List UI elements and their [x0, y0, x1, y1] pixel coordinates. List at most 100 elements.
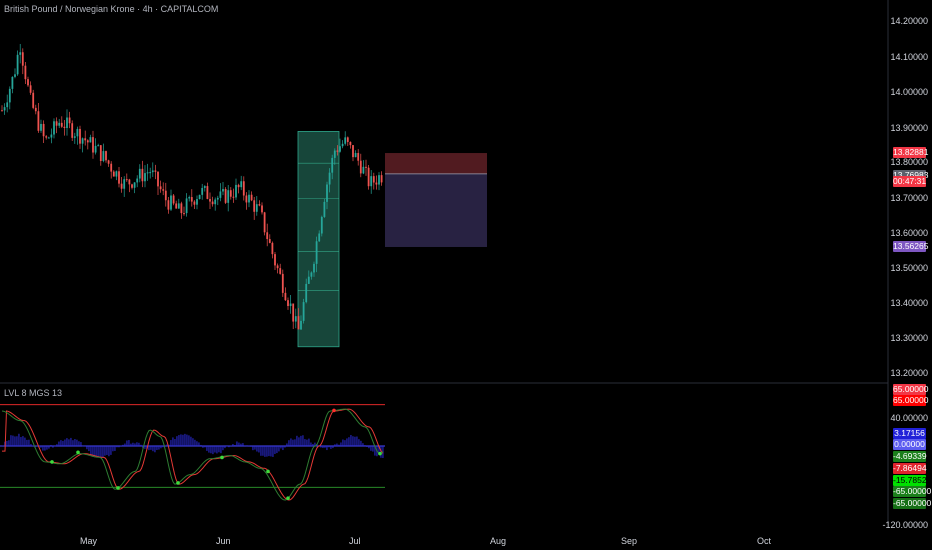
candle-body: [287, 300, 289, 307]
candle-body: [279, 268, 282, 274]
osc-histogram-bar: [194, 439, 196, 446]
price-axis-label: 13.60000: [890, 228, 928, 238]
osc-histogram-bar: [52, 446, 54, 448]
osc-histogram-bar: [212, 446, 214, 455]
candle-body: [341, 143, 344, 147]
osc-histogram-bar: [344, 440, 346, 446]
candle-body: [71, 123, 74, 138]
osc-histogram-bar: [62, 440, 64, 446]
candle-body: [323, 201, 326, 217]
countdown-tag: 00:47:31: [893, 176, 927, 187]
osc-signal-dot: [378, 451, 382, 456]
candle-body: [268, 239, 271, 243]
osc-histogram-bar: [30, 444, 32, 446]
osc-histogram-bar: [240, 443, 242, 446]
osc-histogram-bar: [150, 446, 152, 450]
osc-histogram-bar: [218, 446, 220, 453]
osc-histogram-bar: [208, 446, 210, 453]
oscillator-title[interactable]: LVL 8 MGS 13: [4, 388, 63, 398]
osc-histogram-bar: [70, 437, 72, 446]
candle-body: [320, 216, 323, 234]
osc-histogram-bar: [74, 439, 76, 446]
osc-histogram-bar: [324, 446, 326, 448]
candle-body: [289, 303, 292, 307]
candle-body: [144, 173, 146, 182]
osc-histogram-bar: [300, 435, 302, 446]
candle-body: [86, 140, 89, 143]
candle-body: [84, 138, 87, 141]
candle-body: [206, 186, 209, 199]
osc-histogram-bar: [274, 446, 276, 454]
osc-red-tag: -7.86494: [893, 463, 927, 474]
osc-histogram-bar: [26, 439, 28, 446]
candle-body: [266, 232, 269, 240]
candle-body: [172, 195, 175, 204]
osc-histogram-bar: [96, 446, 98, 458]
candle-body: [34, 107, 37, 112]
osc-histogram-bar: [270, 446, 272, 457]
candle-body: [219, 191, 222, 198]
osc-histogram-bar: [204, 446, 206, 448]
osc-histogram-bar: [294, 439, 296, 446]
candle-body: [292, 303, 295, 322]
candle-body: [79, 128, 81, 144]
candle-body: [375, 182, 378, 185]
osc-histogram-bar: [108, 446, 110, 457]
candle-body: [97, 145, 100, 147]
osc-histogram-bar: [144, 446, 146, 449]
candle-body: [209, 198, 211, 202]
candle-body: [248, 194, 250, 203]
candle-body: [214, 199, 217, 205]
take-profit-tag: 13.56265: [893, 241, 929, 252]
osc-histogram-bar: [88, 446, 90, 452]
candle-body: [250, 194, 253, 201]
osc-histogram-bar: [368, 446, 370, 449]
osc-histogram-bar: [292, 439, 294, 446]
osc-histogram-bar: [16, 436, 18, 446]
osc-histogram-bar: [48, 446, 50, 449]
candle-body: [68, 117, 71, 124]
osc-histogram-bar: [134, 443, 136, 446]
osc-histogram-bar: [90, 446, 92, 456]
osc-histogram-bar: [266, 446, 268, 457]
osc-histogram-bar: [322, 446, 324, 448]
candle-body: [112, 171, 115, 177]
osc-axis-label: -120.00000: [882, 520, 928, 530]
candle-body: [60, 122, 63, 127]
osc-signal-dot: [266, 469, 270, 474]
osc-histogram-bar: [380, 446, 382, 458]
osc-signal-dot: [50, 460, 54, 464]
candle-body: [21, 52, 24, 66]
osc-histogram-bar: [290, 438, 292, 446]
osc-histogram-bar: [132, 442, 134, 446]
candle-body: [3, 107, 6, 111]
osc-signal-dot: [116, 486, 120, 490]
osc-histogram-bar: [264, 446, 266, 457]
osc-histogram-bar: [76, 439, 78, 446]
osc-histogram-bar: [358, 439, 360, 446]
osc-histogram-bar: [222, 446, 224, 451]
osc-histogram-bar: [308, 438, 310, 446]
candle-body: [229, 190, 232, 197]
time-axis-month: May: [80, 536, 98, 546]
symbol-title[interactable]: British Pound / Norwegian Krone · 4h · C…: [4, 4, 219, 14]
osc-histogram-bar: [350, 434, 352, 446]
candle-body: [66, 117, 68, 128]
osc-histogram-bar: [158, 446, 160, 450]
osc-signal-dot: [176, 481, 180, 485]
osc-histogram-bar: [328, 446, 330, 448]
candle-body: [331, 157, 334, 173]
candle-body: [115, 171, 118, 177]
osc-histogram-bar: [206, 446, 208, 451]
osc-histogram-bar: [14, 436, 16, 446]
candle-body: [40, 123, 42, 131]
osc-histogram-bar: [306, 439, 308, 446]
candle-body: [110, 163, 113, 172]
candle-body: [188, 197, 191, 199]
osc-histogram-bar: [192, 438, 194, 446]
osc-histogram-bar: [176, 436, 178, 446]
candle-body: [232, 196, 235, 198]
candle-body: [380, 175, 383, 183]
